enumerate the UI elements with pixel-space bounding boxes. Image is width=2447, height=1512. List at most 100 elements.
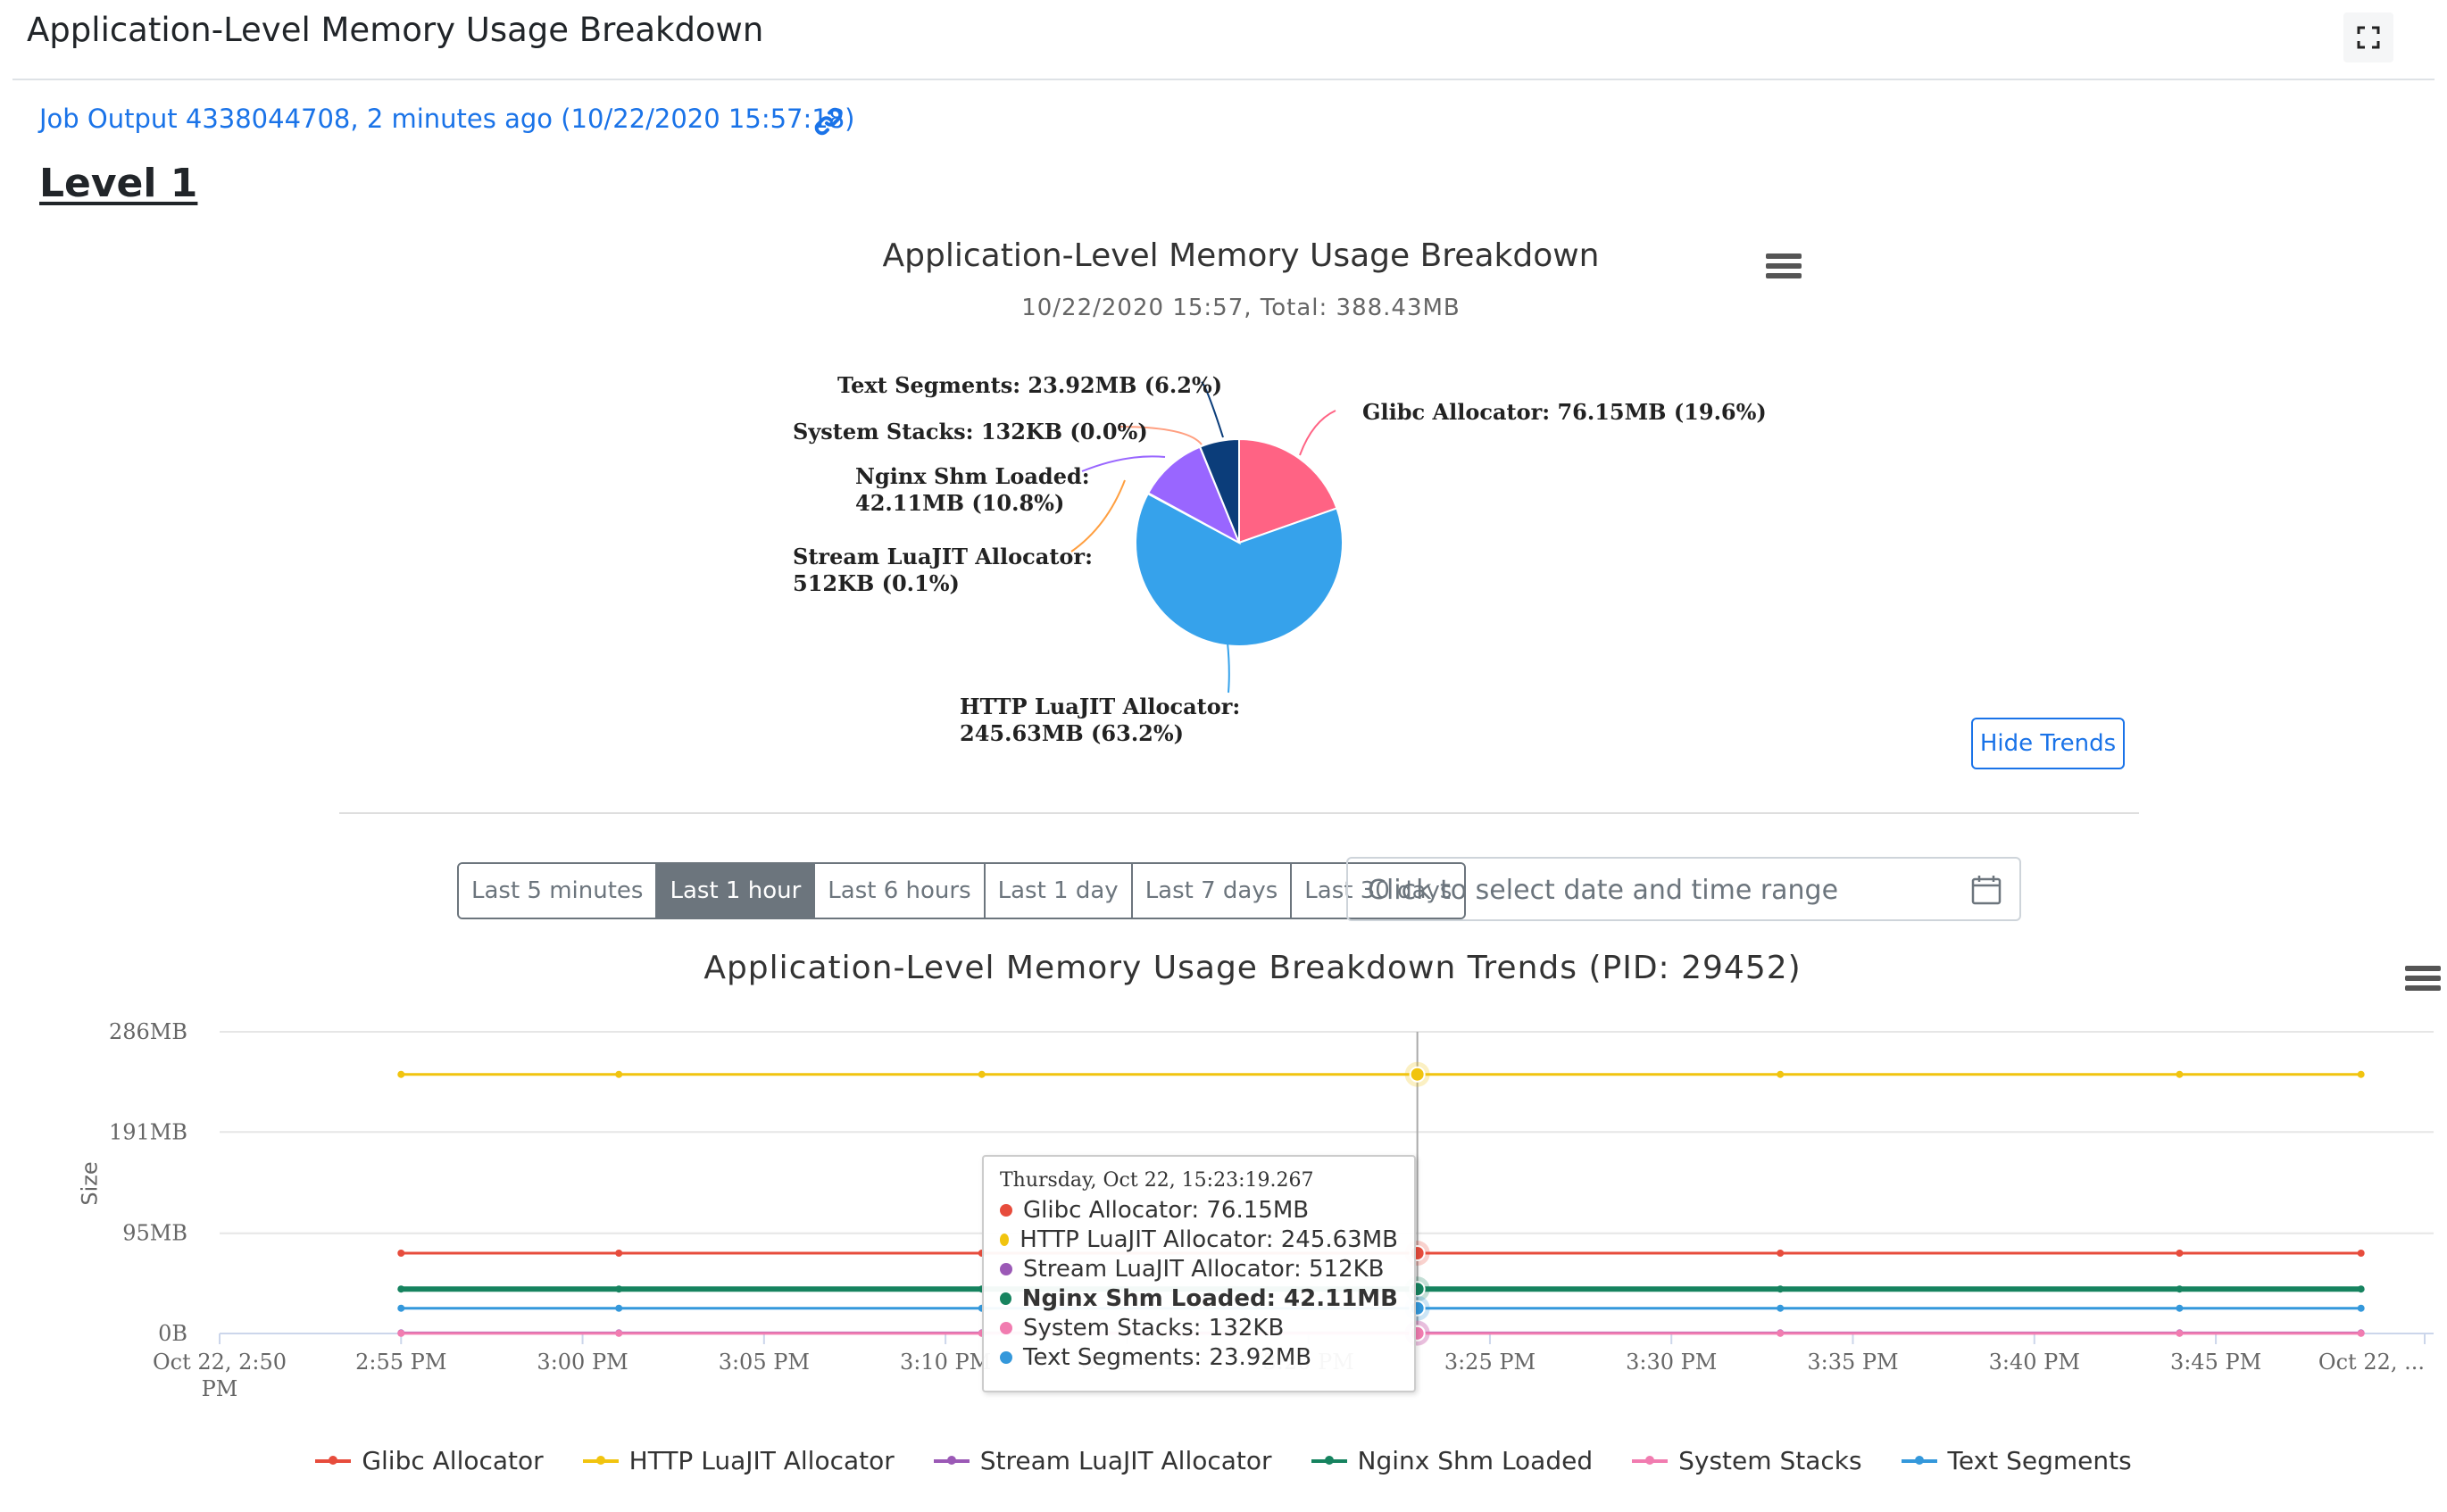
job-output-link[interactable]: Job Output 4338044708, 2 minutes ago (10…: [39, 104, 855, 134]
series-point: [2357, 1285, 2365, 1293]
series-dot-icon: [1000, 1233, 1010, 1246]
pie-connector: [1117, 426, 1203, 445]
tooltip-row: HTTP LuaJIT Allocator: 245.63MB: [1000, 1225, 1398, 1254]
series-point: [615, 1070, 623, 1078]
hide-trends-button[interactable]: Hide Trends: [1971, 718, 2125, 769]
y-tick-label: 191MB: [109, 1119, 187, 1144]
legend-label: Glibc Allocator: [362, 1446, 544, 1475]
pie-data-label: Text Segments: 23.92MB (6.2%): [837, 372, 1222, 398]
pie-connector: [1299, 410, 1336, 456]
trend-chart-menu-icon[interactable]: [2405, 966, 2441, 994]
pie-chart-subtitle: 10/22/2020 15:57, Total: 388.43MB: [1021, 295, 1461, 321]
range-button-30d[interactable]: Last 30 days: [1292, 864, 1465, 918]
pie-chart: Glibc Allocator: 76.15MB (19.6%) HTTP Lua…: [793, 372, 1767, 746]
date-range-placeholder: Click to select date and time range: [1368, 875, 1839, 906]
series-point: [397, 1304, 405, 1312]
y-tick-label: 286MB: [109, 1019, 187, 1044]
series-point: [1777, 1070, 1785, 1078]
section-divider: [339, 812, 2139, 814]
x-tick-label: 3:40 PM: [1989, 1350, 2080, 1375]
series-point: [2357, 1070, 2365, 1078]
y-tick-label: 95MB: [122, 1221, 187, 1246]
series-point: [397, 1329, 405, 1337]
series-point: [397, 1250, 405, 1258]
series-point: [2176, 1250, 2184, 1258]
series-dot-icon: [1000, 1350, 1012, 1364]
legend-label: Nginx Shm Loaded: [1357, 1446, 1594, 1475]
expand-icon: [2357, 26, 2380, 49]
x-tick-label: 3:25 PM: [1444, 1350, 1536, 1375]
pie-slice: [1146, 445, 1241, 545]
x-tick-label: 3:30 PM: [1626, 1350, 1717, 1375]
date-range-input[interactable]: Click to select date and time range: [1346, 857, 2021, 921]
pie-connector: [1081, 455, 1166, 472]
range-button-7d[interactable]: Last 7 days: [1132, 864, 1293, 918]
series-point: [2176, 1304, 2184, 1312]
series-point: [1777, 1285, 1785, 1293]
legend-item-text-segments[interactable]: Text Segments: [1901, 1446, 2132, 1475]
pie-chart-title: Application-Level Memory Usage Breakdown: [882, 237, 1600, 274]
range-button-5m[interactable]: Last 5 minutes: [459, 864, 658, 918]
series-point: [397, 1285, 405, 1293]
link-icon[interactable]: [814, 107, 843, 136]
series-point: [2176, 1285, 2184, 1293]
tooltip-row-text: Nginx Shm Loaded: 42.11MB: [1021, 1284, 1398, 1312]
legend-label: Stream LuaJIT Allocator: [979, 1446, 1272, 1475]
series-point: [397, 1070, 405, 1078]
legend-line-icon: [1311, 1455, 1347, 1465]
panel-header: Application-Level Memory Usage Breakdown: [12, 0, 2435, 80]
chart-tooltip: Thursday, Oct 22, 15:23:19.267 Glibc All…: [982, 1155, 1416, 1392]
legend-line-icon: [1901, 1455, 1937, 1465]
series-point: [2357, 1304, 2365, 1312]
x-tick-label: 2:55 PM: [355, 1350, 446, 1375]
series-point: [1777, 1329, 1785, 1337]
pie-chart-menu-icon[interactable]: [1766, 253, 1802, 282]
tooltip-row-text: Glibc Allocator: 76.15MB: [1023, 1196, 1310, 1224]
x-tick-label: Oct 22, ...: [2318, 1350, 2425, 1375]
range-button-1h[interactable]: Last 1 hour: [657, 864, 816, 918]
pie-data-label: Glibc Allocator: 76.15MB (19.6%): [1362, 399, 1767, 425]
pie-slice: [1135, 492, 1344, 647]
fullscreen-button[interactable]: [2343, 12, 2393, 62]
series-point: [2357, 1329, 2365, 1337]
series-point: [615, 1250, 623, 1258]
y-tick-label: 0B: [158, 1321, 187, 1346]
legend-item-nginx-shm[interactable]: Nginx Shm Loaded: [1311, 1446, 1594, 1475]
tooltip-row-text: System Stacks: 132KB: [1023, 1314, 1285, 1342]
series-point: [615, 1329, 623, 1337]
legend-line-icon: [1632, 1455, 1669, 1465]
x-tick-label: 3:35 PM: [1807, 1350, 1898, 1375]
tooltip-row-text: Text Segments: 23.92MB: [1023, 1343, 1312, 1371]
tooltip-row: System Stacks: 132KB: [1000, 1313, 1398, 1342]
pie-data-label: HTTP LuaJIT Allocator: 245.63MB (63.2%): [960, 694, 1240, 746]
legend-label: Text Segments: [1947, 1446, 2132, 1475]
x-tick-label: 3:45 PM: [2170, 1350, 2261, 1375]
tooltip-row: Glibc Allocator: 76.15MB: [1000, 1195, 1398, 1225]
legend-item-http-luajit[interactable]: HTTP LuaJIT Allocator: [582, 1446, 895, 1475]
range-button-6h[interactable]: Last 6 hours: [815, 864, 986, 918]
pie-slice: [1198, 437, 1240, 544]
series-point: [2176, 1070, 2184, 1078]
series-dot-icon: [1000, 1262, 1012, 1275]
time-range-selector: Last 5 minutes Last 1 hour Last 6 hours …: [457, 862, 1467, 919]
hover-point: [1409, 1066, 1426, 1083]
pie-connector: [1227, 642, 1230, 694]
legend-item-stream-luajit[interactable]: Stream LuaJIT Allocator: [933, 1446, 1272, 1475]
legend-line-icon: [582, 1455, 619, 1465]
x-tick-label: 3:10 PM: [900, 1350, 991, 1375]
pie-data-label: Stream LuaJIT Allocator: 512KB (0.1%): [793, 544, 1093, 596]
pie-connector: [1070, 479, 1126, 552]
series-point: [615, 1285, 623, 1293]
tooltip-time: Thursday, Oct 22, 15:23:19.267: [1000, 1169, 1314, 1192]
range-button-1d[interactable]: Last 1 day: [985, 864, 1133, 918]
tooltip-row: Nginx Shm Loaded: 42.11MB: [1000, 1284, 1398, 1313]
series-point: [978, 1070, 986, 1078]
calendar-icon[interactable]: [1971, 875, 2002, 905]
series-point: [1777, 1304, 1785, 1312]
legend-item-system-stacks[interactable]: System Stacks: [1632, 1446, 1862, 1475]
pie-connector: [1201, 381, 1224, 438]
legend-item-glibc[interactable]: Glibc Allocator: [315, 1446, 544, 1475]
legend-label: HTTP LuaJIT Allocator: [628, 1446, 895, 1475]
series-point: [2357, 1250, 2365, 1258]
tooltip-row-text: Stream LuaJIT Allocator: 512KB: [1023, 1255, 1385, 1283]
